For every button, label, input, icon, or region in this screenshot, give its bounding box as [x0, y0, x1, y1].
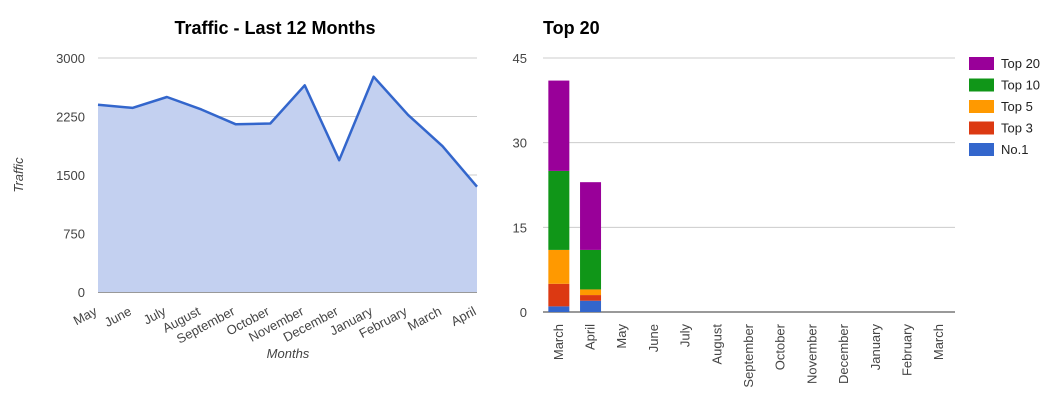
traffic-x-tick-label: June: [102, 303, 134, 329]
top20-x-tick-label: February: [899, 324, 914, 377]
traffic-area-fill: [98, 76, 477, 292]
top20-bar-segment: [548, 249, 570, 284]
top20-x-tick-label: October: [773, 323, 788, 370]
top20-x-tick-label: May: [614, 324, 629, 349]
top20-x-tick-label: July: [678, 324, 693, 348]
top20-legend-swatch: [969, 57, 994, 70]
top20-bar-segment: [548, 283, 570, 307]
top20-bar-segment: [580, 249, 602, 290]
top20-y-tick-label: 0: [520, 305, 527, 320]
top20-x-tick-label: September: [741, 323, 756, 387]
top20-legend-swatch: [969, 100, 994, 113]
top20-legend-label: Top 3: [1001, 121, 1033, 136]
traffic-x-tick-label: May: [71, 303, 100, 328]
top20-legend: Top 20 Top 10 Top 5 Top 3 No.1: [969, 56, 1040, 157]
top20-legend-label: No.1: [1001, 142, 1028, 157]
top20-legend-label: Top 5: [1001, 99, 1033, 114]
top20-bar-segment: [548, 170, 570, 250]
traffic-y-axis-title: Traffic: [11, 157, 26, 193]
top20-x-tick-label: January: [868, 324, 883, 371]
top20-legend-label: Top 10: [1001, 78, 1040, 93]
traffic-y-tick-label: 1500: [56, 168, 85, 183]
traffic-series-line: [97, 75, 478, 188]
top20-x-tick-label: August: [709, 324, 724, 365]
top20-bar-segment: [580, 182, 602, 250]
top20-bar-segment: [580, 289, 602, 296]
traffic-y-tick-label: 0: [78, 285, 85, 300]
top20-y-tick-label: 45: [513, 51, 527, 66]
top20-x-tick-label: November: [804, 323, 819, 384]
traffic-chart-title: Traffic - Last 12 Months: [174, 18, 375, 38]
top20-legend-swatch: [969, 143, 994, 156]
traffic-x-tick-label: March: [405, 303, 444, 333]
top20-legend-swatch: [969, 78, 994, 92]
top20-legend-swatch: [969, 121, 994, 135]
traffic-x-tick-label: April: [448, 303, 478, 329]
traffic-area-chart: Traffic - Last 12 Months 0 750 1500 2250 300…: [11, 18, 478, 361]
top20-x-tick-label: December: [836, 323, 851, 384]
top20-x-tick-label: March: [931, 324, 946, 360]
top20-legend-label: Top 20: [1001, 56, 1040, 71]
traffic-y-tick-label: 3000: [56, 51, 85, 66]
top20-y-tick-label: 15: [513, 220, 527, 235]
traffic-x-axis-title: Months: [267, 346, 310, 361]
top20-bar-segment: [580, 295, 602, 301]
top20-x-tick-label: April: [583, 324, 598, 350]
top20-bar-segment: [548, 306, 570, 312]
top20-bar-segment: [548, 80, 570, 171]
traffic-y-tick-label: 2250: [56, 110, 85, 125]
top20-x-tick-label: June: [646, 324, 661, 352]
top20-x-tick-label: March: [551, 324, 566, 360]
top20-bar-segment: [580, 300, 602, 312]
traffic-y-tick-label: 750: [63, 227, 85, 242]
top20-y-tick-label: 30: [513, 136, 527, 151]
top20-chart-title: Top 20: [543, 18, 600, 38]
